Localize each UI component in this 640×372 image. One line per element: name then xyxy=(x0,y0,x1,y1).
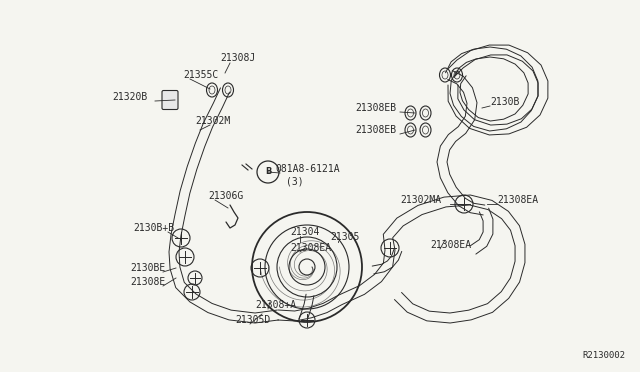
Text: 2130BE: 2130BE xyxy=(130,263,165,273)
Text: B: B xyxy=(265,167,271,176)
Text: 2130B: 2130B xyxy=(490,97,520,107)
Text: 21308E: 21308E xyxy=(130,277,165,287)
Text: 21304: 21304 xyxy=(290,227,319,237)
Text: 21355C: 21355C xyxy=(183,70,218,80)
Text: 21305D: 21305D xyxy=(235,315,270,325)
Text: 21320B: 21320B xyxy=(112,92,147,102)
Text: 21302M: 21302M xyxy=(195,116,230,126)
Text: 2130B+B: 2130B+B xyxy=(133,223,174,233)
Text: R2130002: R2130002 xyxy=(582,351,625,360)
Text: 21305: 21305 xyxy=(330,232,360,242)
Text: 21308EA: 21308EA xyxy=(290,243,331,253)
Text: 21308+A: 21308+A xyxy=(255,300,296,310)
Text: 21302MA: 21302MA xyxy=(400,195,441,205)
Text: 21306G: 21306G xyxy=(208,191,243,201)
Text: 21308EA: 21308EA xyxy=(430,240,471,250)
Text: 21308EB: 21308EB xyxy=(355,125,396,135)
Text: 21308EA: 21308EA xyxy=(497,195,538,205)
FancyBboxPatch shape xyxy=(162,90,178,109)
Text: 21308EB: 21308EB xyxy=(355,103,396,113)
Text: 21308J: 21308J xyxy=(220,53,255,63)
Text: (3): (3) xyxy=(286,176,303,186)
Text: 081A8-6121A: 081A8-6121A xyxy=(275,164,340,174)
